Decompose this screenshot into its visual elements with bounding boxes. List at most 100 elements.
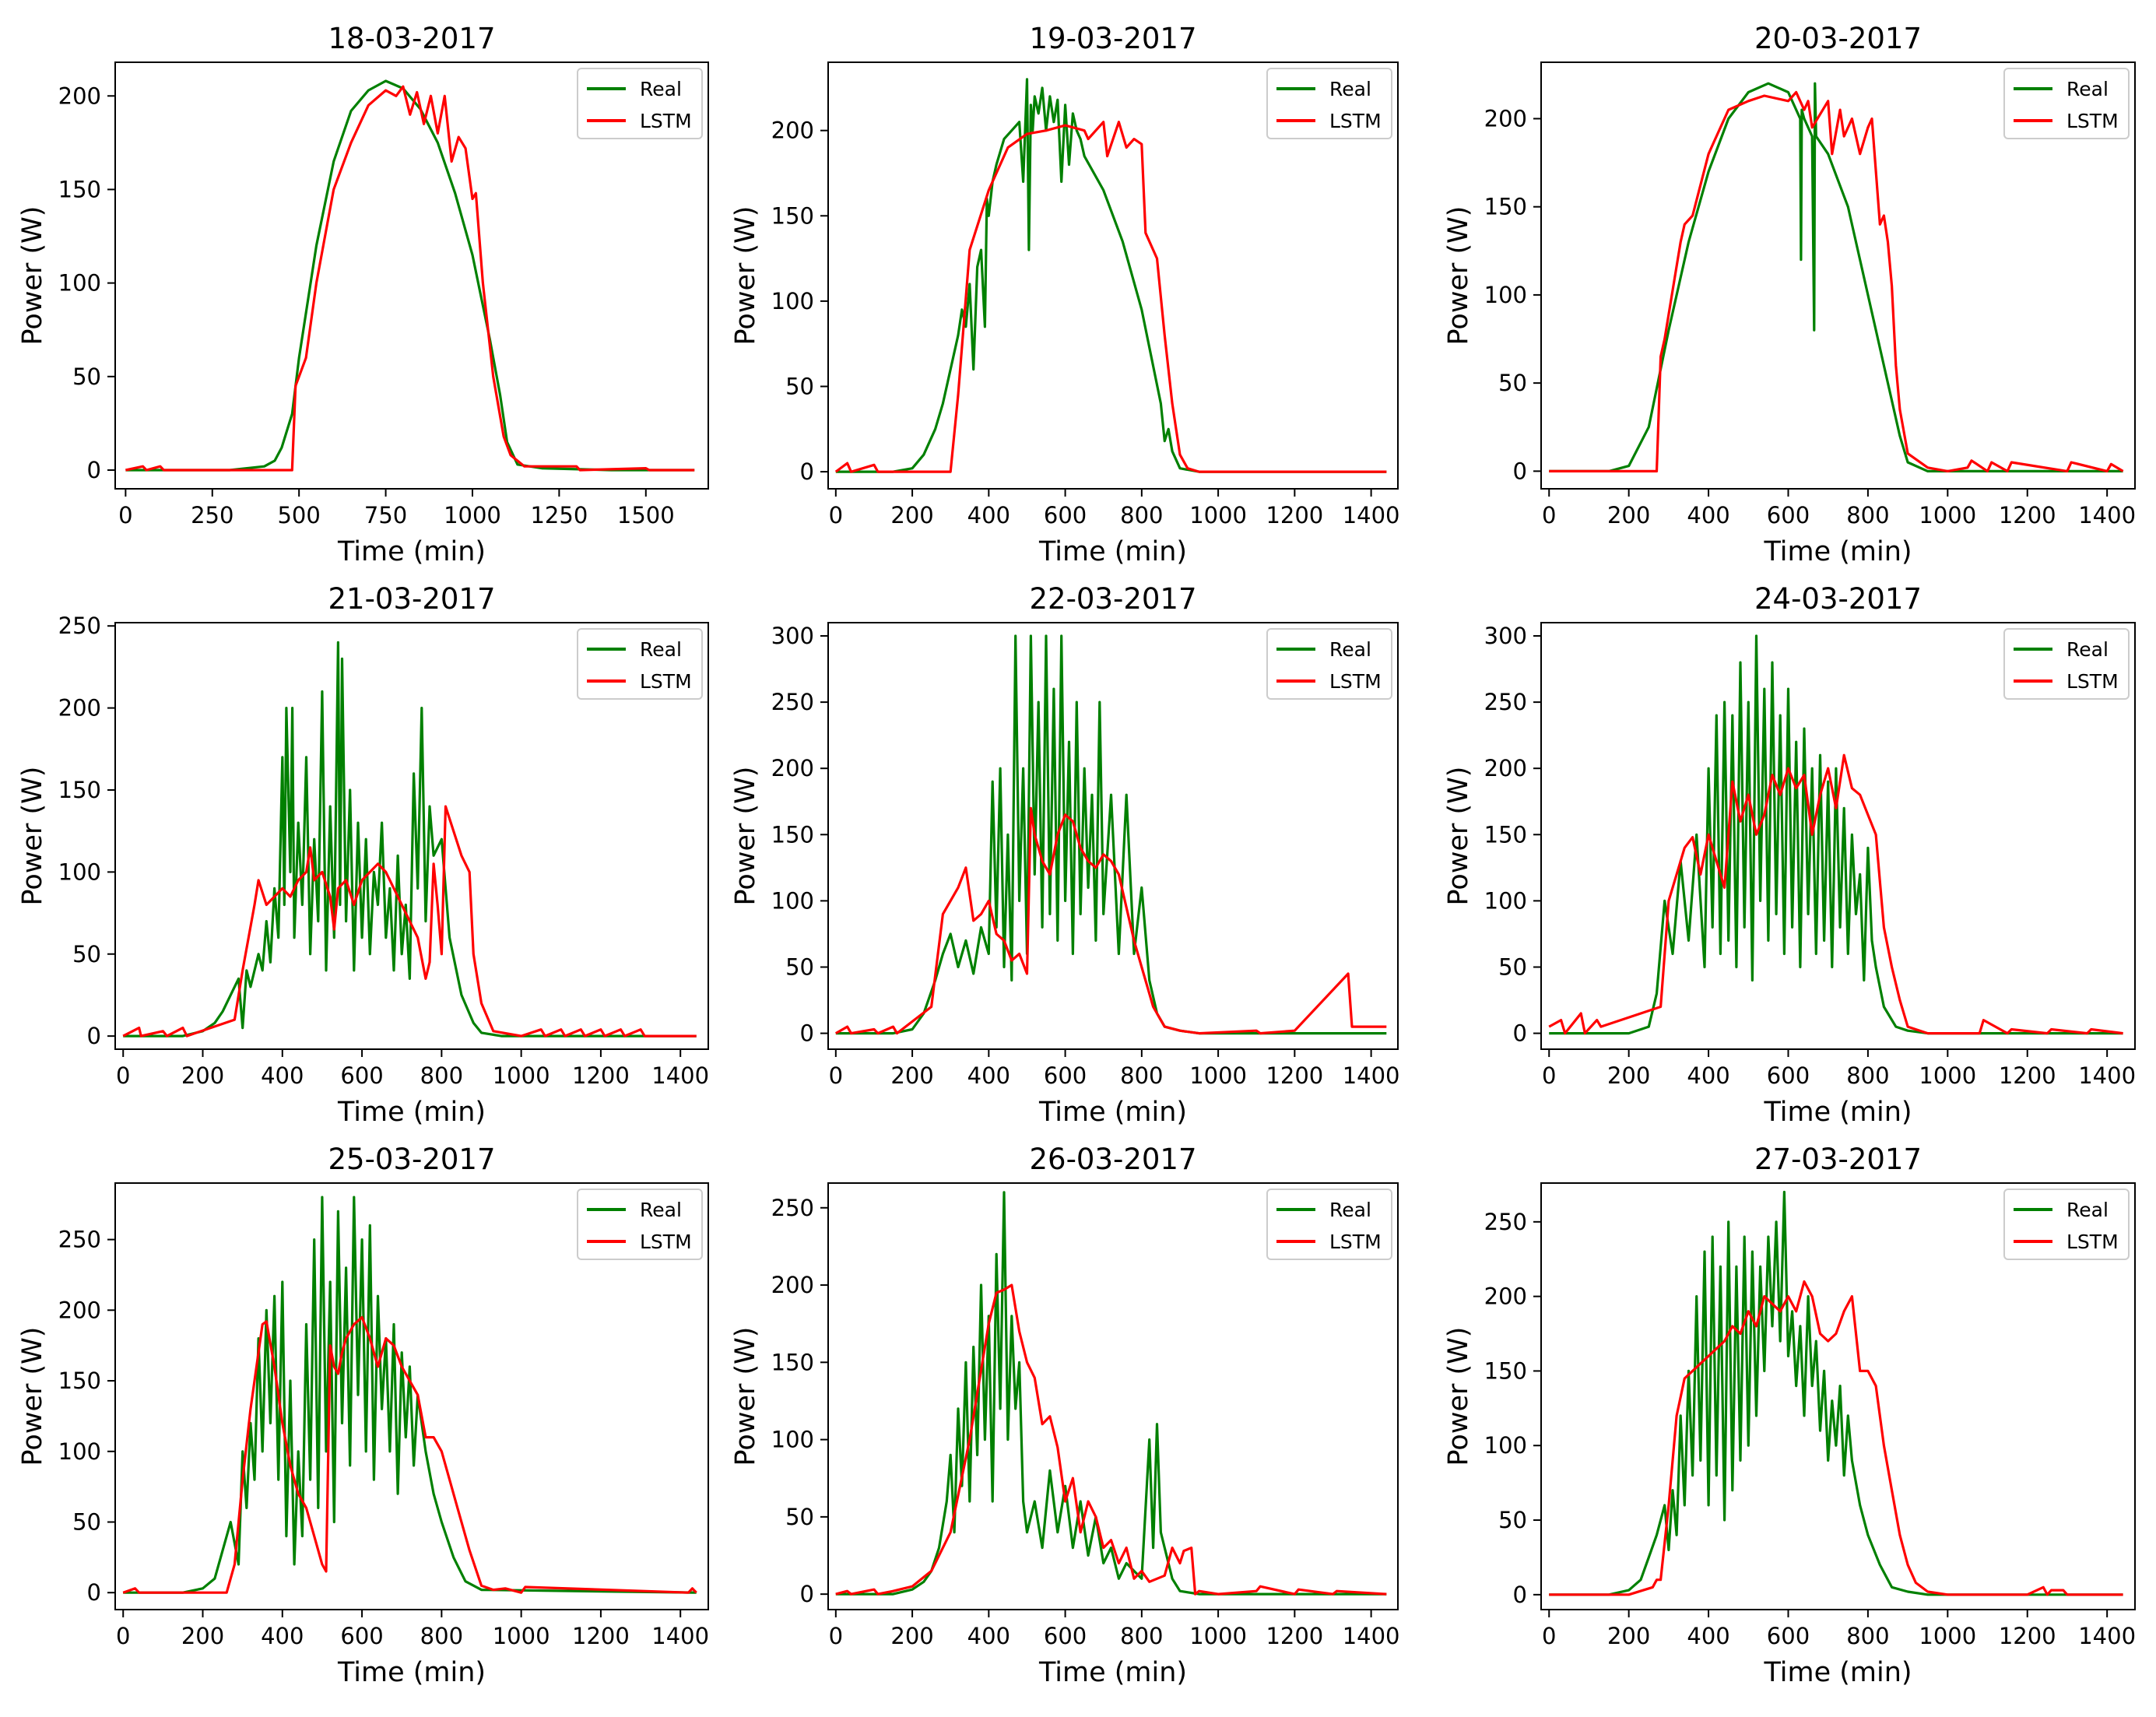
subplot-21-03-2017: 21-03-2017 0 200 400 600 800 1000 1200 1400 0 50 10… (17, 582, 709, 1128)
series-line-real (125, 79, 695, 472)
y-axis-label: Power (W) (1443, 1327, 1474, 1466)
y-tick-label: 0 (800, 1020, 814, 1047)
y-axis-label: Power (W) (730, 206, 761, 346)
x-tick-label: 1000 (1919, 1623, 1976, 1649)
y-tick-label: 100 (58, 1438, 101, 1465)
x-tick-label: 1400 (1343, 1062, 1400, 1089)
x-tick-label: 400 (1687, 502, 1729, 528)
y-tick-label: 250 (1484, 1209, 1527, 1235)
y-tick-label: 0 (1513, 1582, 1527, 1608)
x-tick-label: 1400 (651, 1062, 709, 1089)
x-tick-label: 1400 (1343, 1623, 1400, 1649)
chart-title: 19-03-2017 (1029, 22, 1196, 55)
series-line-lstm (1549, 1280, 2123, 1596)
y-axis-label: Power (W) (1443, 206, 1474, 346)
x-tick-label: 800 (1846, 1062, 1889, 1089)
y-tick-label: 100 (1484, 887, 1527, 914)
x-tick-label: 600 (340, 1062, 383, 1089)
legend-label: Real (2066, 78, 2109, 100)
x-tick-label: 1000 (493, 1623, 550, 1649)
y-tick-label: 0 (1513, 1020, 1527, 1047)
series-line-real (1549, 82, 2123, 473)
y-tick-label: 0 (87, 1579, 101, 1606)
x-tick-label: 400 (1687, 1062, 1729, 1089)
legend: Real LSTM (1266, 68, 1392, 139)
x-tick-label: 200 (1607, 502, 1650, 528)
x-tick-label: 1000 (444, 502, 501, 528)
series-line-lstm (834, 121, 1387, 473)
y-tick-label: 50 (72, 363, 101, 390)
y-tick-label: 200 (1484, 1283, 1527, 1310)
series-line-real (835, 634, 1387, 1035)
x-axis-label: Time (min) (1763, 1097, 1912, 1128)
x-tick-label: 600 (1044, 1623, 1087, 1649)
x-tick-label: 1200 (1999, 1062, 2056, 1089)
series-group (1548, 634, 2123, 1035)
subplot-20-03-2017: 20-03-2017 0 200 400 600 800 1000 1200 1400 0 50 10… (1443, 22, 2136, 567)
x-tick-label: 400 (967, 1062, 1010, 1089)
y-tick-label: 250 (1484, 689, 1527, 715)
chart-title: 25-03-2017 (328, 1143, 495, 1176)
x-tick-label: 0 (829, 502, 843, 528)
x-axis-label: Time (min) (337, 1097, 486, 1128)
legend-label: Real (1329, 638, 1371, 661)
x-axis-label: Time (min) (337, 536, 486, 567)
x-tick-label: 0 (1542, 1062, 1556, 1089)
x-tick-label: 200 (1607, 1623, 1650, 1649)
x-tick-label: 1200 (1266, 1062, 1323, 1089)
chart-title: 21-03-2017 (328, 582, 495, 616)
subplot-25-03-2017: 25-03-2017 0 200 400 600 800 1000 1200 1400 0 50 10… (17, 1143, 709, 1688)
x-tick-label: 1500 (617, 502, 675, 528)
subplot-26-03-2017: 26-03-2017 0 200 400 600 800 1000 1200 1400 0 50 10… (730, 1143, 1400, 1688)
series-line-lstm (122, 805, 697, 1038)
y-tick-label: 50 (785, 1504, 814, 1530)
series-line-lstm (835, 1283, 1387, 1596)
x-tick-label: 750 (364, 502, 407, 528)
legend: Real LSTM (1266, 1189, 1392, 1260)
subplot-22-03-2017: 22-03-2017 0 200 400 600 800 1000 1200 1400 0 50 10… (730, 582, 1400, 1128)
x-tick-label: 600 (1044, 1062, 1087, 1089)
x-tick-label: 0 (829, 1623, 843, 1649)
y-tick-label: 50 (1498, 953, 1527, 980)
x-tick-label: 1400 (1343, 502, 1400, 528)
x-tick-label: 0 (116, 1062, 130, 1089)
y-tick-label: 0 (800, 1581, 814, 1607)
x-tick-label: 500 (277, 502, 320, 528)
x-tick-label: 200 (181, 1623, 224, 1649)
y-tick-label: 200 (771, 118, 814, 144)
x-tick-label: 1200 (1999, 1623, 2056, 1649)
x-tick-label: 800 (1120, 1062, 1163, 1089)
x-tick-label: 1200 (1266, 1623, 1323, 1649)
series-line-lstm (1549, 90, 2124, 473)
y-tick-label: 150 (1484, 194, 1527, 220)
chart-title: 20-03-2017 (1754, 22, 1922, 55)
x-tick-label: 800 (1846, 502, 1889, 528)
y-tick-label: 150 (1484, 1357, 1527, 1384)
y-tick-label: 100 (771, 1427, 814, 1453)
y-tick-label: 100 (58, 858, 101, 885)
x-axis-label: Time (min) (1038, 1657, 1187, 1688)
legend: Real LSTM (577, 1189, 703, 1260)
y-tick-label: 200 (1484, 755, 1527, 781)
x-tick-label: 1250 (530, 502, 588, 528)
subplot-19-03-2017: 19-03-2017 0 200 400 600 800 1000 1200 1400 0 50 10… (730, 22, 1400, 567)
y-tick-label: 200 (58, 1297, 101, 1323)
y-tick-label: 250 (58, 613, 101, 639)
y-tick-label: 250 (771, 1195, 814, 1221)
y-tick-label: 100 (771, 887, 814, 914)
x-tick-label: 600 (1767, 1062, 1810, 1089)
series-line-lstm (122, 1315, 697, 1594)
x-axis-label: Time (min) (1038, 1097, 1187, 1128)
y-tick-label: 250 (771, 689, 814, 715)
series-group (122, 641, 697, 1038)
series-group (834, 78, 1387, 473)
y-tick-label: 200 (771, 755, 814, 781)
x-tick-label: 1200 (572, 1623, 630, 1649)
legend: Real LSTM (2003, 1189, 2130, 1260)
x-tick-label: 1000 (493, 1062, 550, 1089)
chart-title: 26-03-2017 (1029, 1143, 1196, 1176)
series-group (835, 634, 1387, 1035)
x-axis-label: Time (min) (1038, 536, 1187, 567)
y-tick-label: 150 (1484, 821, 1527, 848)
